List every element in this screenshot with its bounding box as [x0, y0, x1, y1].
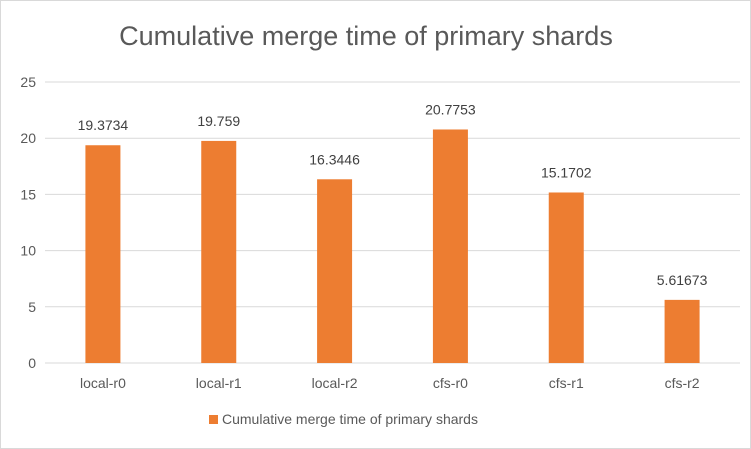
bar [317, 179, 353, 363]
y-tick-label: 25 [20, 74, 36, 90]
x-tick-label: cfs-r0 [433, 375, 468, 391]
data-label: 15.1702 [541, 164, 592, 180]
x-tick-label: cfs-r2 [665, 375, 700, 391]
bar [201, 140, 237, 363]
legend-label: Cumulative merge time of primary shards [222, 411, 478, 427]
x-tick-label: cfs-r1 [549, 375, 584, 391]
y-tick-label: 0 [28, 355, 36, 371]
y-axis: 0 5 10 15 20 25 [20, 74, 36, 371]
x-tick-label: local-r0 [80, 375, 126, 391]
x-tick-label: local-r1 [196, 375, 242, 391]
y-tick-label: 10 [20, 243, 36, 259]
y-tick-label: 15 [20, 186, 36, 202]
legend: Cumulative merge time of primary shards [209, 411, 478, 427]
y-tick-label: 5 [28, 299, 36, 315]
data-label: 16.3446 [309, 151, 360, 167]
bar [664, 299, 700, 363]
x-axis: local-r0 local-r1 local-r2 cfs-r0 cfs-r1 cfs-… [80, 375, 700, 391]
bar [432, 129, 468, 363]
x-tick-label: local-r2 [312, 375, 358, 391]
data-label: 19.759 [197, 113, 240, 129]
data-label: 5.61673 [657, 272, 708, 288]
bars [85, 129, 700, 363]
bar [85, 145, 121, 363]
y-tick-label: 20 [20, 130, 36, 146]
legend-swatch [209, 415, 218, 424]
data-label: 20.7753 [425, 101, 476, 117]
gridlines [45, 81, 740, 364]
chart-title: Cumulative merge time of primary shards [119, 21, 613, 51]
bar [548, 192, 584, 363]
data-labels: 19.3734 19.759 16.3446 20.7753 15.1702 5.6167… [78, 101, 708, 287]
data-label: 19.3734 [78, 117, 129, 133]
